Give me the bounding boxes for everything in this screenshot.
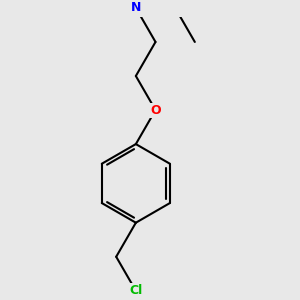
Text: O: O xyxy=(150,103,161,116)
Text: N: N xyxy=(131,2,141,14)
Text: Cl: Cl xyxy=(129,284,142,297)
